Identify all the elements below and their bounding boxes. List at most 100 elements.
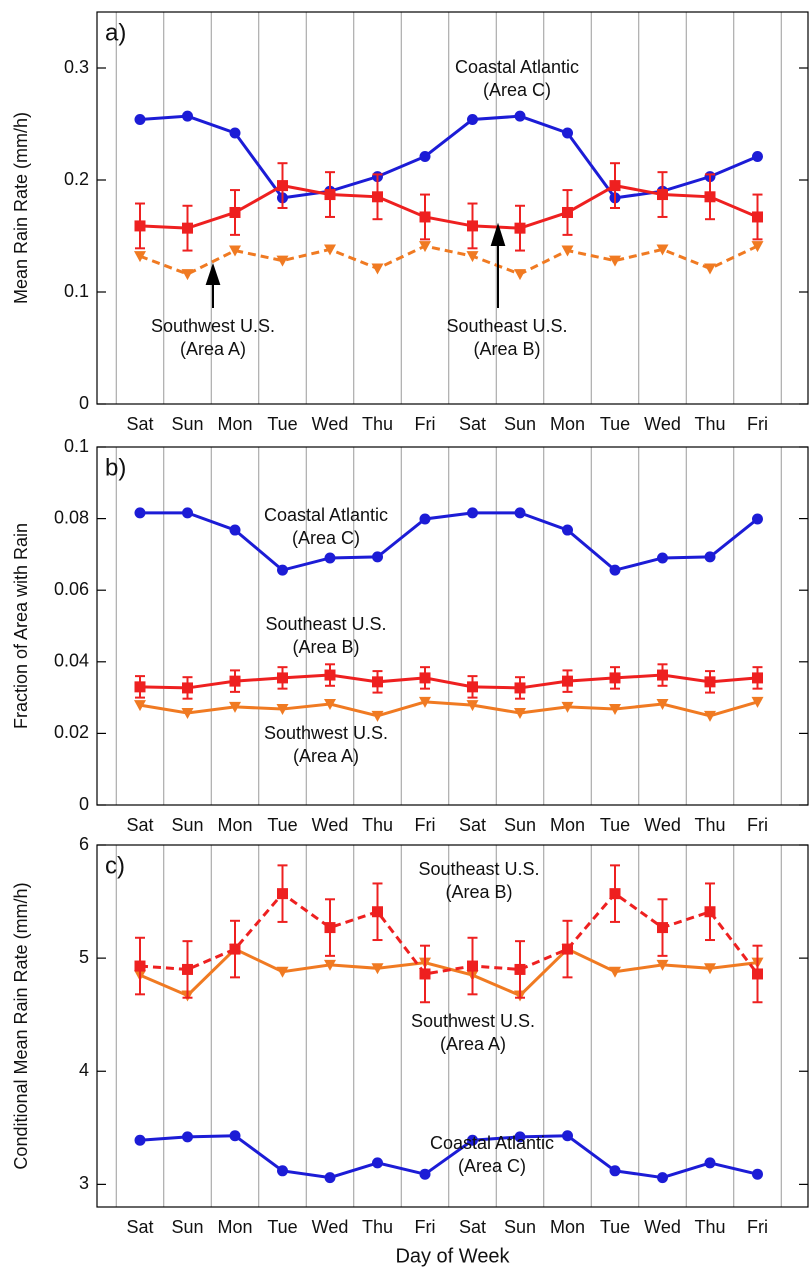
x-tick-label: Fri — [747, 815, 768, 835]
y-tick-label: 0 — [79, 794, 89, 814]
x-tick-label: Sat — [126, 1217, 153, 1237]
x-tick-label: Thu — [694, 414, 725, 434]
x-tick-label: Sun — [171, 414, 203, 434]
marker — [419, 211, 431, 223]
y-tick-label: 0.1 — [64, 281, 89, 301]
series — [134, 1130, 763, 1184]
x-tick-label: Fri — [415, 1217, 436, 1237]
annotation: (Area B) — [473, 339, 540, 359]
marker — [561, 245, 574, 257]
x-tick-label: Wed — [644, 815, 681, 835]
x-tick-label: Mon — [550, 1217, 585, 1237]
series — [134, 696, 764, 722]
marker — [609, 564, 621, 576]
series-line — [139, 891, 759, 976]
marker — [467, 507, 478, 519]
marker — [657, 669, 668, 681]
x-tick-label: Thu — [362, 815, 393, 835]
annotation: (Area C) — [458, 1156, 526, 1176]
marker — [562, 943, 573, 955]
x-tick-label: Wed — [644, 1217, 681, 1237]
x-tick-label: Sat — [459, 1217, 486, 1237]
marker — [704, 963, 716, 975]
marker — [372, 1157, 383, 1169]
marker — [514, 222, 526, 234]
series — [134, 241, 764, 281]
marker — [419, 1168, 431, 1180]
series-line — [139, 1134, 758, 1180]
y-tick-label: 0.06 — [54, 579, 89, 599]
arrows — [205, 222, 506, 308]
marker — [134, 681, 146, 693]
x-tick-label: Thu — [694, 1217, 725, 1237]
annotation: Southwest U.S. — [411, 1011, 535, 1031]
marker — [656, 244, 669, 256]
marker — [182, 1131, 193, 1143]
marker — [419, 150, 431, 162]
marker — [609, 888, 621, 900]
marker — [419, 672, 431, 684]
marker — [751, 696, 764, 708]
marker — [229, 675, 241, 687]
marker — [229, 524, 241, 536]
marker — [514, 269, 526, 281]
x-axis-title: Day of Week — [395, 1245, 510, 1267]
y-tick-label: 0.1 — [64, 436, 89, 456]
marker — [467, 1134, 478, 1146]
x-tick-label: Tue — [267, 815, 297, 835]
marker — [134, 251, 146, 263]
series-line — [139, 700, 758, 718]
marker — [514, 963, 526, 975]
marker — [752, 1168, 763, 1180]
marker — [466, 700, 479, 712]
annotation: Coastal Atlantic — [264, 505, 388, 525]
marker — [372, 191, 383, 203]
marker — [134, 114, 146, 126]
annotation: Southeast U.S. — [265, 614, 386, 634]
marker — [752, 513, 763, 525]
x-tick-label: Wed — [312, 414, 349, 434]
x-tick-label: Sun — [504, 1217, 536, 1237]
marker — [182, 507, 193, 519]
marker — [324, 244, 336, 256]
marker — [134, 960, 146, 972]
annotation: (Area A) — [440, 1034, 506, 1054]
marker — [656, 699, 669, 711]
marker — [277, 672, 288, 684]
x-tick-label: Thu — [362, 1217, 393, 1237]
x-tick-label: Mon — [550, 414, 585, 434]
y-tick-label: 0 — [79, 393, 89, 413]
y-tick-label: 0.02 — [54, 722, 89, 742]
series-line — [139, 244, 759, 276]
annotation: (Area B) — [292, 637, 359, 657]
marker — [562, 524, 573, 536]
marker — [419, 696, 431, 708]
marker — [609, 180, 621, 192]
x-tick-label: Sat — [459, 815, 486, 835]
marker — [704, 551, 716, 563]
marker — [419, 241, 431, 253]
marker — [657, 189, 668, 201]
marker — [657, 1172, 668, 1184]
marker — [182, 110, 193, 122]
marker — [371, 963, 384, 975]
plot-frame — [96, 844, 809, 1208]
marker — [372, 676, 383, 688]
marker — [229, 127, 241, 139]
marker — [514, 707, 526, 719]
series-line — [139, 673, 758, 690]
marker — [609, 1165, 621, 1177]
series — [134, 663, 763, 700]
x-tick-label: Sat — [126, 815, 153, 835]
annotation: (Area C) — [483, 80, 551, 100]
marker — [467, 960, 478, 972]
marker — [657, 552, 668, 564]
arrow-head — [490, 222, 506, 246]
marker — [752, 211, 763, 223]
x-tick-label: Mon — [217, 1217, 252, 1237]
marker — [467, 114, 478, 126]
marker — [419, 968, 431, 980]
marker — [324, 552, 336, 564]
series-line — [140, 511, 759, 572]
marker — [229, 943, 241, 955]
